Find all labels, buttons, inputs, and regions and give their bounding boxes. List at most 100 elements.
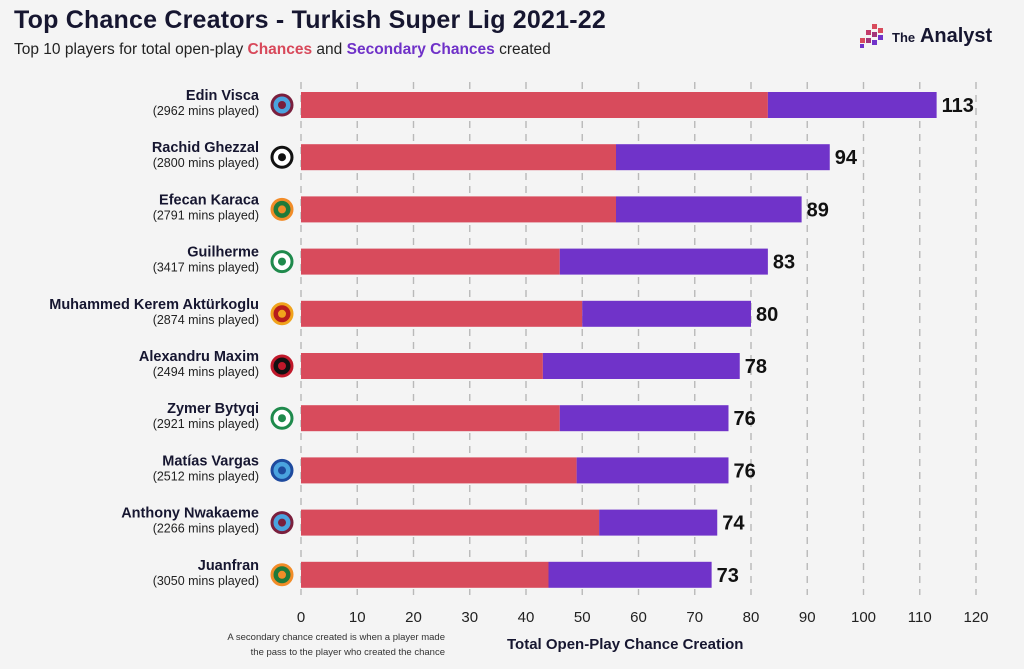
player-name-label: Guilherme <box>187 245 259 261</box>
player-name-label: Edin Visca <box>186 88 260 104</box>
besiktas-badge <box>270 145 294 169</box>
bar-secondary-chances <box>576 457 729 484</box>
footnote: A secondary chance created is when a pla… <box>190 630 445 660</box>
player-name-label: Rachid Ghezzal <box>152 140 259 156</box>
bar-secondary-chances <box>616 144 830 171</box>
badge-center <box>278 309 286 318</box>
x-tick-label: 10 <box>349 609 366 626</box>
bar-secondary-chances <box>582 300 751 327</box>
x-tick-label: 80 <box>743 609 760 626</box>
x-tick-label: 100 <box>851 609 876 626</box>
badge-center <box>278 362 286 370</box>
subtitle-text-3: created <box>494 41 551 58</box>
player-name-label: Matías Vargas <box>162 453 259 469</box>
total-value-label: 76 <box>734 408 756 430</box>
x-tick-label: 60 <box>630 609 647 626</box>
bar-chances <box>301 405 560 432</box>
minutes-played-label: (2512 mins played) <box>153 469 259 483</box>
bar-secondary-chances <box>542 353 740 379</box>
bar-chances <box>301 353 543 379</box>
bar-chances <box>301 196 616 223</box>
x-tick-label: 30 <box>461 609 478 626</box>
bar-chances <box>301 457 577 484</box>
total-value-label: 78 <box>745 356 767 378</box>
total-value-label: 94 <box>835 147 858 169</box>
bar-chances <box>301 144 616 171</box>
bars <box>301 92 937 588</box>
badge-center <box>278 570 286 579</box>
total-value-label: 80 <box>756 304 778 326</box>
badge-center <box>278 101 286 109</box>
brand-logo: The Analyst <box>858 22 992 50</box>
minutes-played-label: (2800 mins played) <box>153 156 259 170</box>
total-value-label: 73 <box>717 565 739 587</box>
minutes-played-label: (3050 mins played) <box>153 574 259 588</box>
player-name-label: Anthony Nwakaeme <box>121 506 259 522</box>
konyaspor-badge <box>270 406 294 430</box>
total-value-label: 74 <box>722 513 745 535</box>
x-tick-label: 50 <box>574 609 591 626</box>
x-tick-label: 70 <box>686 609 703 626</box>
bar-secondary-chances <box>548 561 712 588</box>
minutes-played-label: (2791 mins played) <box>153 208 259 222</box>
bar-secondary-chances <box>559 405 729 432</box>
badge-center <box>278 153 286 162</box>
minutes-played-label: (3417 mins played) <box>153 261 259 275</box>
bar-chances <box>301 248 560 275</box>
bar-chances <box>301 300 583 327</box>
subtitle-chances-label: Chances <box>247 41 313 58</box>
subtitle-text-2: and <box>312 41 347 58</box>
total-value-label: 113 <box>942 95 974 117</box>
badge-center <box>278 257 286 266</box>
minutes-played-label: (2962 mins played) <box>153 104 259 118</box>
total-value-label: 76 <box>734 460 756 482</box>
alanyaspor-badge <box>270 563 294 587</box>
chart-subtitle: Top 10 players for total open-play Chanc… <box>14 41 551 59</box>
x-tick-label: 20 <box>405 609 422 626</box>
bar-secondary-chances <box>599 509 718 536</box>
total-value-label: 89 <box>807 199 829 221</box>
badge-center <box>278 518 286 527</box>
bar-secondary-chances <box>559 248 768 275</box>
bar-secondary-chances <box>616 196 802 223</box>
konyaspor-badge <box>270 250 294 274</box>
minutes-played-label: (2266 mins played) <box>153 522 259 536</box>
footnote-line-2: the pass to the player who created the c… <box>250 647 445 658</box>
x-tick-label: 90 <box>799 609 816 626</box>
adana-demirspor-badge <box>270 458 294 482</box>
brand-name: The Analyst <box>892 25 992 48</box>
x-tick-label: 0 <box>297 609 305 626</box>
subtitle-secondary-label: Secondary Chances <box>346 41 495 58</box>
galatasaray-badge <box>270 302 294 326</box>
x-tick-label: 120 <box>963 609 988 626</box>
badge-center <box>278 466 286 475</box>
analyst-logo-icon <box>860 24 883 48</box>
x-tick-label: 40 <box>518 609 535 626</box>
minutes-played-label: (2921 mins played) <box>153 417 259 431</box>
minutes-played-label: (2874 mins played) <box>153 313 259 327</box>
trabzonspor-badge <box>270 93 294 117</box>
brand-analyst: Analyst <box>919 24 993 47</box>
player-name-label: Juanfran <box>198 558 259 574</box>
footnote-line-1: A secondary chance created is when a pla… <box>227 632 445 643</box>
x-tick-label: 110 <box>908 609 932 626</box>
labels: 0 10 20 30 40 50 60 70 80 90 100 110 120 113 Edin Visc… <box>49 88 988 626</box>
bar-secondary-chances <box>767 92 937 118</box>
alanyaspor-badge <box>270 197 294 221</box>
gaziantep-badge <box>270 354 294 378</box>
total-value-label: 83 <box>773 252 795 274</box>
player-name-label: Muhammed Kerem Aktürkoglu <box>49 297 259 313</box>
bar-chances <box>301 561 549 588</box>
brand-the: The <box>892 29 916 45</box>
x-axis-title: Total Open-Play Chance Creation <box>507 636 744 653</box>
badge-center <box>278 414 286 423</box>
bar-chances <box>301 92 768 118</box>
player-name-label: Alexandru Maxim <box>139 349 259 365</box>
player-name-label: Efecan Karaca <box>159 192 260 208</box>
chart-title: Top Chance Creators - Turkish Super Lig … <box>14 6 606 34</box>
player-name-label: Zymer Bytyqi <box>167 401 259 417</box>
trabzonspor-badge <box>270 511 294 535</box>
minutes-played-label: (2494 mins played) <box>153 365 259 379</box>
bar-chances <box>301 509 600 536</box>
